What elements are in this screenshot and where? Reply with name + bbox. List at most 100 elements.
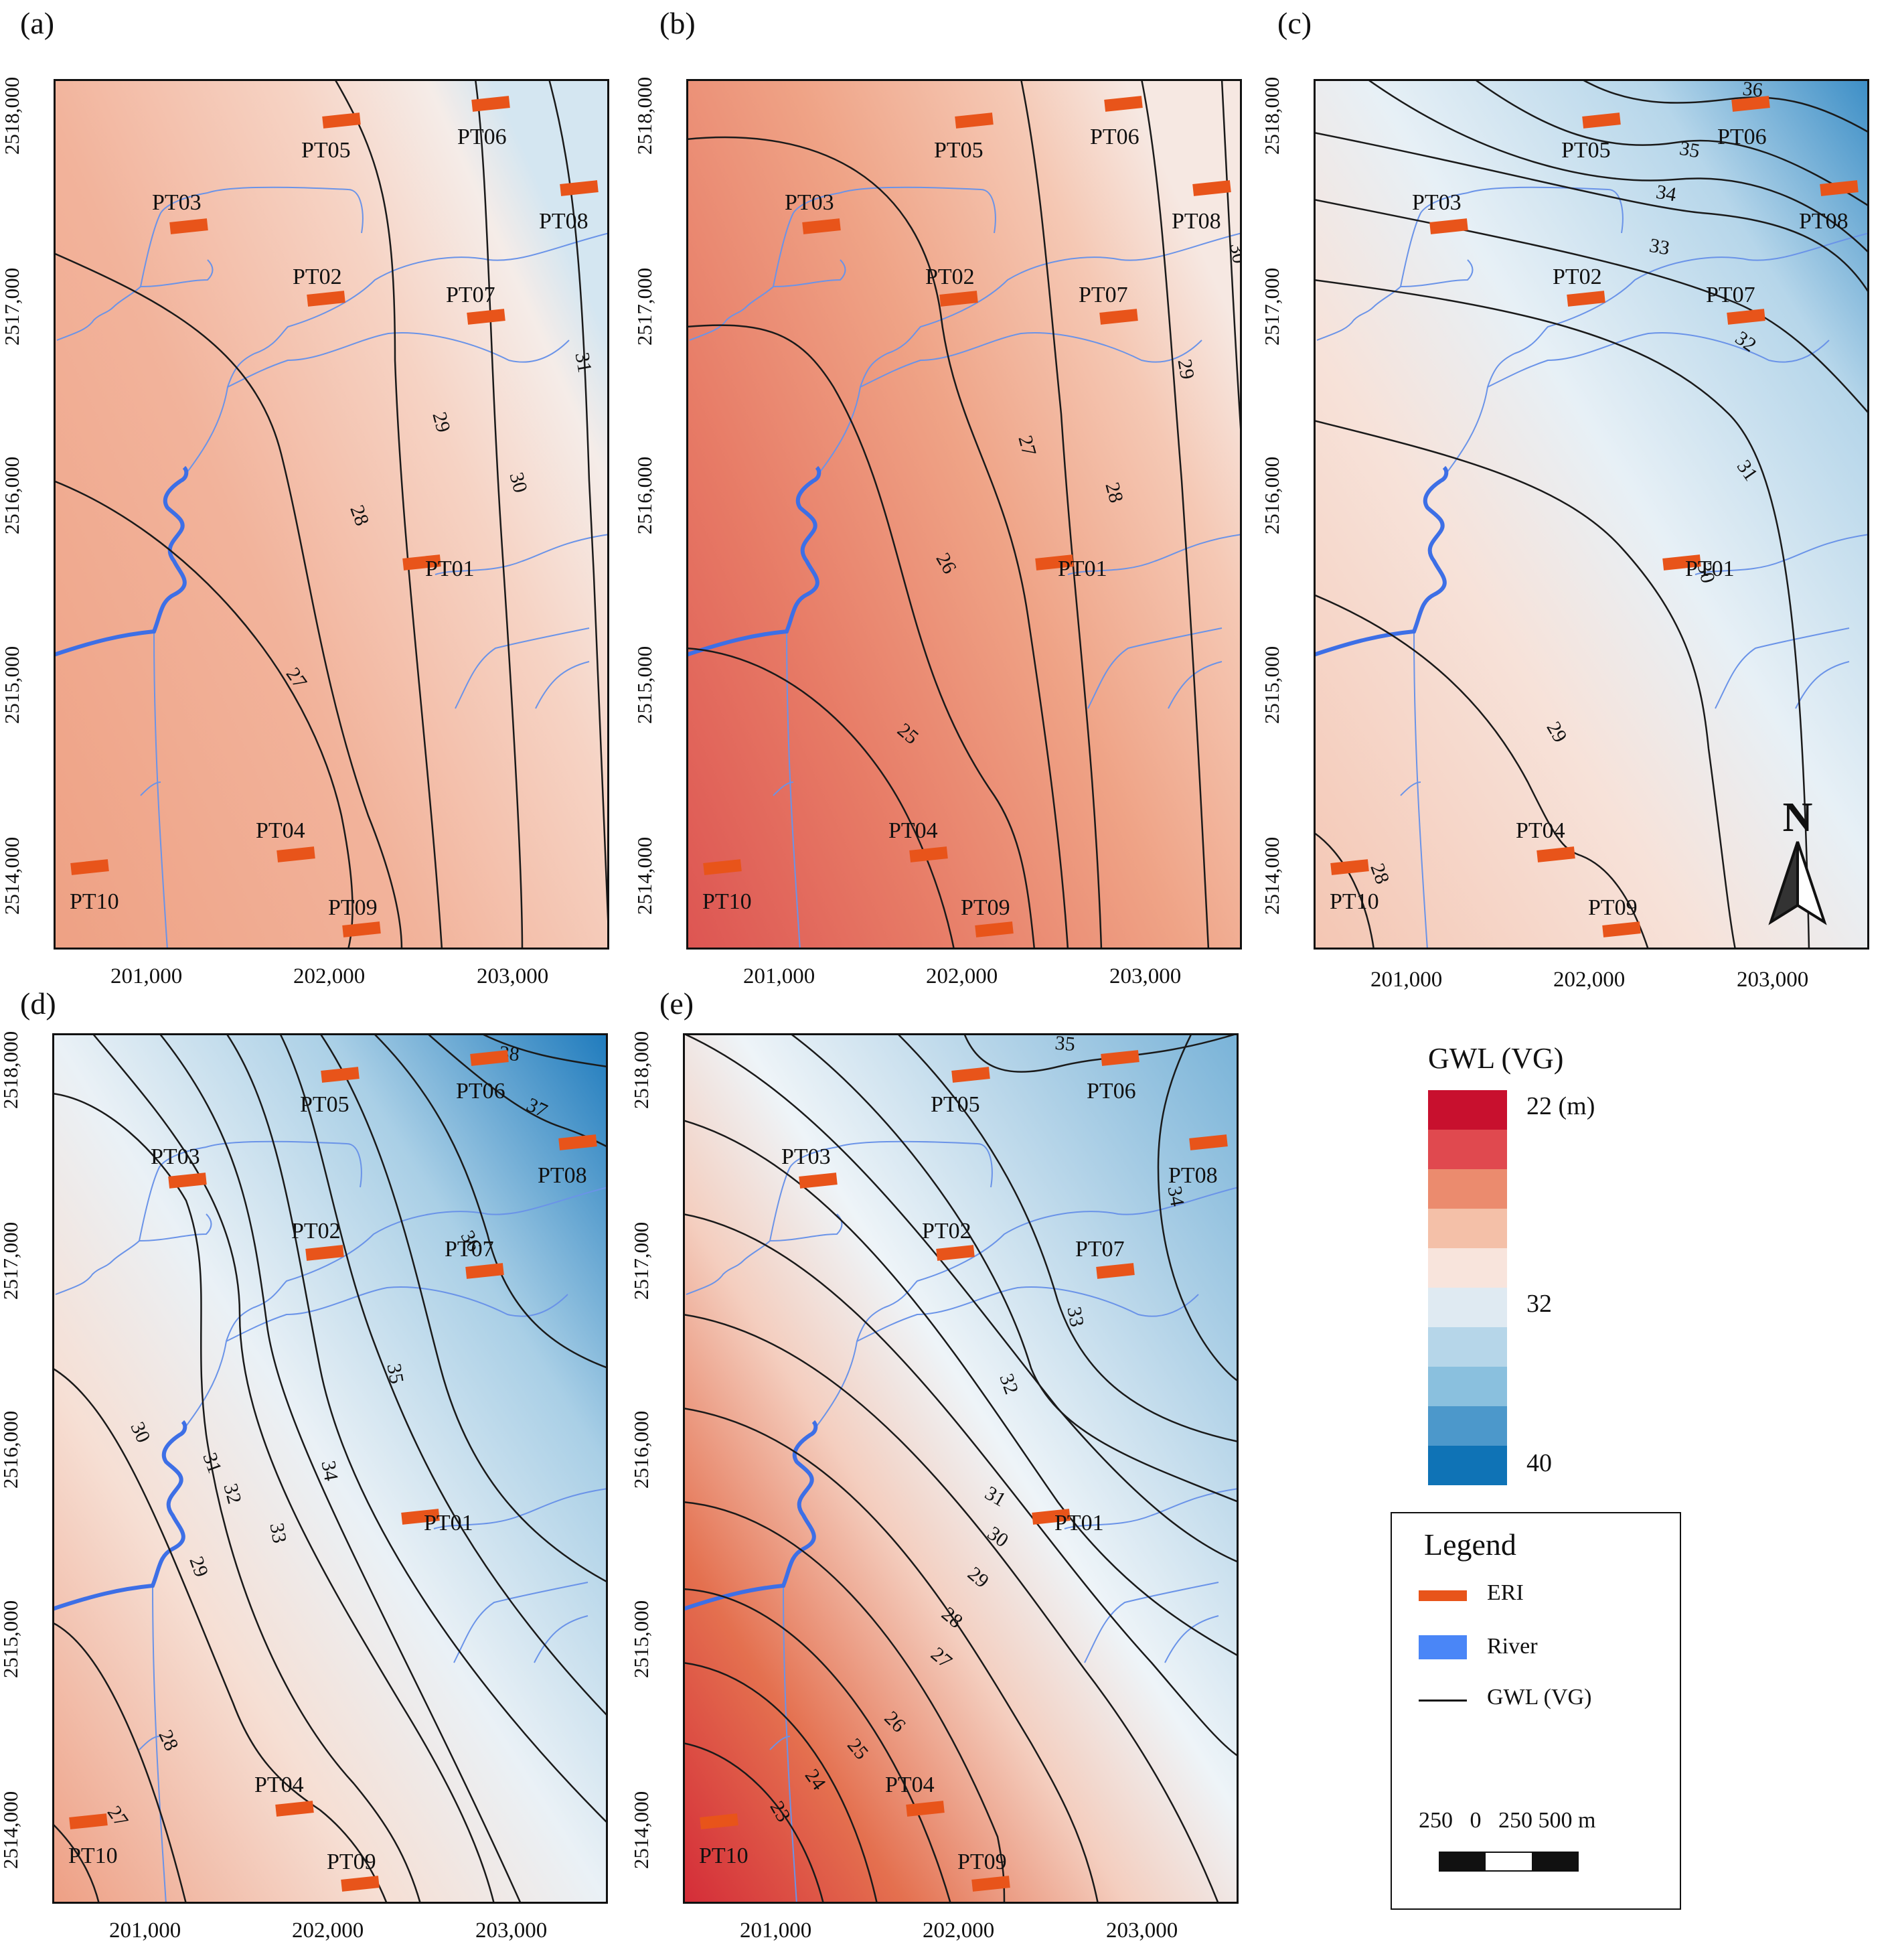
contour-line [686, 647, 955, 950]
eri-marker[interactable] [1582, 112, 1621, 129]
contour-line [52, 1367, 388, 1904]
stream-line [1168, 661, 1223, 709]
eri-marker[interactable] [69, 1813, 108, 1829]
eri-marker[interactable] [1104, 96, 1143, 112]
stream-line [769, 1736, 791, 1750]
eri-marker[interactable] [975, 921, 1014, 937]
eri-marker[interactable] [955, 112, 994, 129]
colorbar-swatch [1428, 1446, 1507, 1485]
stream-line [1795, 661, 1850, 709]
eri-marker[interactable] [168, 1173, 207, 1189]
stream-line [813, 353, 888, 481]
colorbar-swatch [1428, 1130, 1507, 1169]
eri-marker[interactable] [939, 291, 978, 307]
eri-marker[interactable] [802, 218, 841, 234]
eri-marker[interactable] [560, 180, 599, 196]
eri-marker[interactable] [402, 554, 441, 571]
stream-line [860, 332, 1202, 388]
eri-marker[interactable] [275, 1801, 314, 1817]
y-tick: 2514,000 [0, 1791, 23, 1870]
legend-label-eri: ERI [1487, 1580, 1524, 1605]
eri-marker[interactable] [307, 291, 345, 307]
x-tick: 201,000 [740, 1918, 812, 1943]
eri-marker[interactable] [1820, 180, 1859, 196]
eri-marker[interactable] [1537, 846, 1575, 862]
y-tick: 2518,000 [0, 76, 24, 155]
eri-marker[interactable] [169, 218, 208, 234]
eri-marker[interactable] [1731, 96, 1770, 112]
y-tick: 2515,000 [0, 1600, 23, 1679]
eri-marker[interactable] [1429, 218, 1468, 234]
site-label: PT08 [1168, 1163, 1218, 1188]
colorbar-swatch [1428, 1169, 1507, 1209]
colorbar-swatch [1428, 1327, 1507, 1367]
y-tick: 2515,000 [1260, 646, 1284, 725]
eri-marker[interactable] [1032, 1509, 1071, 1525]
eri-marker[interactable] [321, 1067, 360, 1083]
eri-marker[interactable] [277, 846, 315, 862]
eri-marker[interactable] [1099, 309, 1138, 325]
eri-marker[interactable] [951, 1067, 990, 1083]
eri-marker[interactable] [342, 921, 381, 937]
eri-marker[interactable] [1035, 554, 1074, 571]
contour-line [683, 1033, 1239, 1564]
eri-marker[interactable] [70, 859, 109, 875]
eri-marker[interactable] [401, 1509, 440, 1525]
colorbar-swatch [1428, 1090, 1507, 1130]
stream-line [1316, 286, 1401, 341]
eri-marker[interactable] [1602, 921, 1641, 937]
eri-marker[interactable] [1567, 291, 1605, 307]
eri-marker[interactable] [936, 1245, 975, 1261]
eri-marker[interactable] [1096, 1263, 1135, 1279]
site-label: PT09 [961, 895, 1010, 920]
eri-marker[interactable] [703, 859, 742, 875]
eri-marker[interactable] [322, 112, 361, 129]
eri-marker[interactable] [305, 1245, 344, 1261]
stream-line [1400, 781, 1421, 796]
eri-marker[interactable] [341, 1876, 380, 1892]
site-label: PT08 [539, 209, 588, 234]
eri-marker[interactable] [465, 1263, 504, 1279]
eri-marker[interactable] [799, 1173, 838, 1189]
contour-label: 34 [1164, 1185, 1189, 1208]
map-frame [1314, 79, 1869, 950]
eri-marker[interactable] [467, 309, 505, 325]
eri-marker[interactable] [470, 1050, 509, 1066]
eri-marker[interactable] [1662, 554, 1701, 571]
eri-marker[interactable] [906, 1801, 945, 1817]
y-tick: 2518,000 [1260, 76, 1284, 155]
north-arrow: N [1767, 797, 1828, 931]
main-river [686, 465, 821, 657]
stream-line [139, 1146, 207, 1241]
stream-line [1164, 1615, 1219, 1663]
eri-marker[interactable] [1727, 309, 1765, 325]
stream-line [840, 186, 996, 234]
stream-line [453, 1582, 588, 1663]
contour-line [789, 1033, 1239, 1503]
stream-line [1514, 232, 1869, 354]
colorbar-swatch [1428, 1248, 1507, 1288]
contour-line [686, 136, 1069, 950]
eri-marker[interactable] [1330, 859, 1369, 875]
eri-marker[interactable] [909, 846, 948, 862]
main-river [683, 1420, 818, 1611]
contour-line [1314, 419, 1737, 950]
site-label: PT08 [1172, 209, 1221, 234]
eri-bar-icon [1419, 1590, 1467, 1601]
contour-line [1314, 831, 1375, 950]
contour-label: 35 [1054, 1033, 1076, 1055]
contour-line [159, 1033, 522, 1904]
colorbar-swatch [1428, 1209, 1507, 1248]
eri-marker[interactable] [1101, 1050, 1139, 1066]
eri-marker[interactable] [1192, 180, 1231, 196]
panel-label-b: (b) [659, 6, 696, 40]
stream-line [140, 192, 208, 287]
map-frame [683, 1033, 1239, 1904]
legend-label-gwl: GWL (VG) [1487, 1685, 1592, 1710]
eri-marker[interactable] [971, 1876, 1010, 1892]
eri-marker[interactable] [700, 1813, 738, 1829]
eri-marker[interactable] [558, 1134, 597, 1150]
eri-marker[interactable] [471, 96, 510, 112]
x-tick: 201,000 [110, 964, 183, 988]
eri-marker[interactable] [1189, 1134, 1228, 1150]
